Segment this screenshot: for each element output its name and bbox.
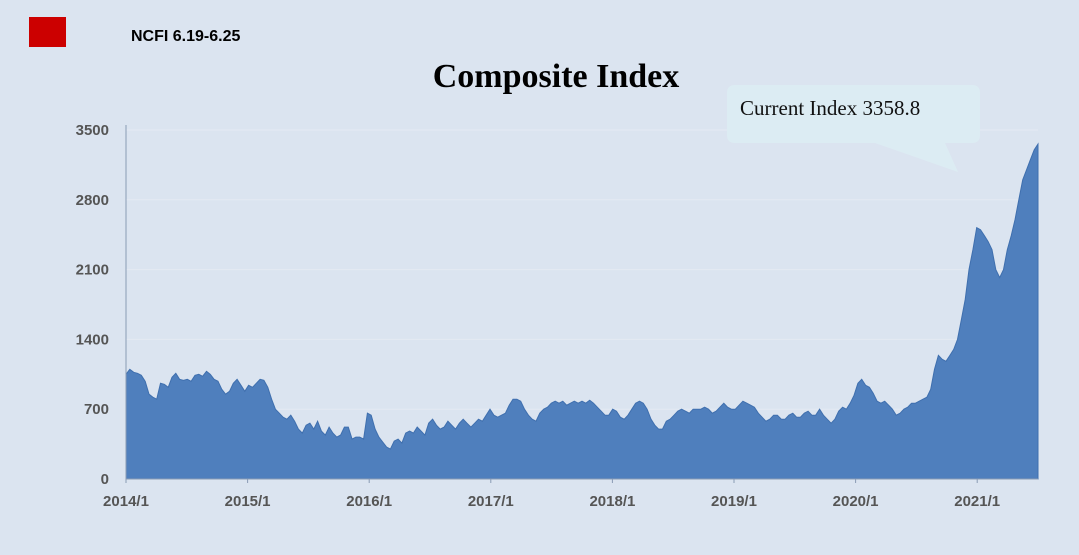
x-tick-label: 2014/1 <box>103 493 149 510</box>
y-tick-label: 0 <box>101 471 109 488</box>
callout-bubble <box>727 85 980 172</box>
y-tick-label: 1400 <box>76 331 109 348</box>
x-tick-labels: 2014/1 2015/1 2016/1 2017/1 2018/1 2019/1 2020… <box>103 479 1000 510</box>
index-area-series <box>125 142 1039 480</box>
x-tick-label: 2015/1 <box>225 493 271 510</box>
chart-title: Composite Index <box>432 58 680 95</box>
y-tick-label: 2800 <box>76 192 109 209</box>
x-tick-label: 2017/1 <box>468 493 514 510</box>
x-tick-label: 2019/1 <box>711 493 757 510</box>
grid-layer <box>126 129 1038 410</box>
brand-logo-square <box>29 17 66 47</box>
callout-text: Current Index 3358.8 <box>740 96 920 120</box>
axis-layer <box>125 125 1038 480</box>
y-tick-label: 700 <box>84 401 109 418</box>
area-layer <box>125 142 1039 480</box>
x-tick-label: 2016/1 <box>346 493 392 510</box>
x-tick-label: 2018/1 <box>589 493 635 510</box>
y-tick-labels: 0 700 1400 2100 2800 3500 <box>76 122 109 488</box>
x-tick-label: 2021/1 <box>954 493 1000 510</box>
index-period-label: NCFI 6.19-6.25 <box>131 28 241 45</box>
y-tick-label: 3500 <box>76 122 109 139</box>
callout: Current Index 3358.8 <box>727 85 980 172</box>
x-tick-label: 2020/1 <box>833 493 879 510</box>
y-tick-label: 2100 <box>76 262 109 279</box>
